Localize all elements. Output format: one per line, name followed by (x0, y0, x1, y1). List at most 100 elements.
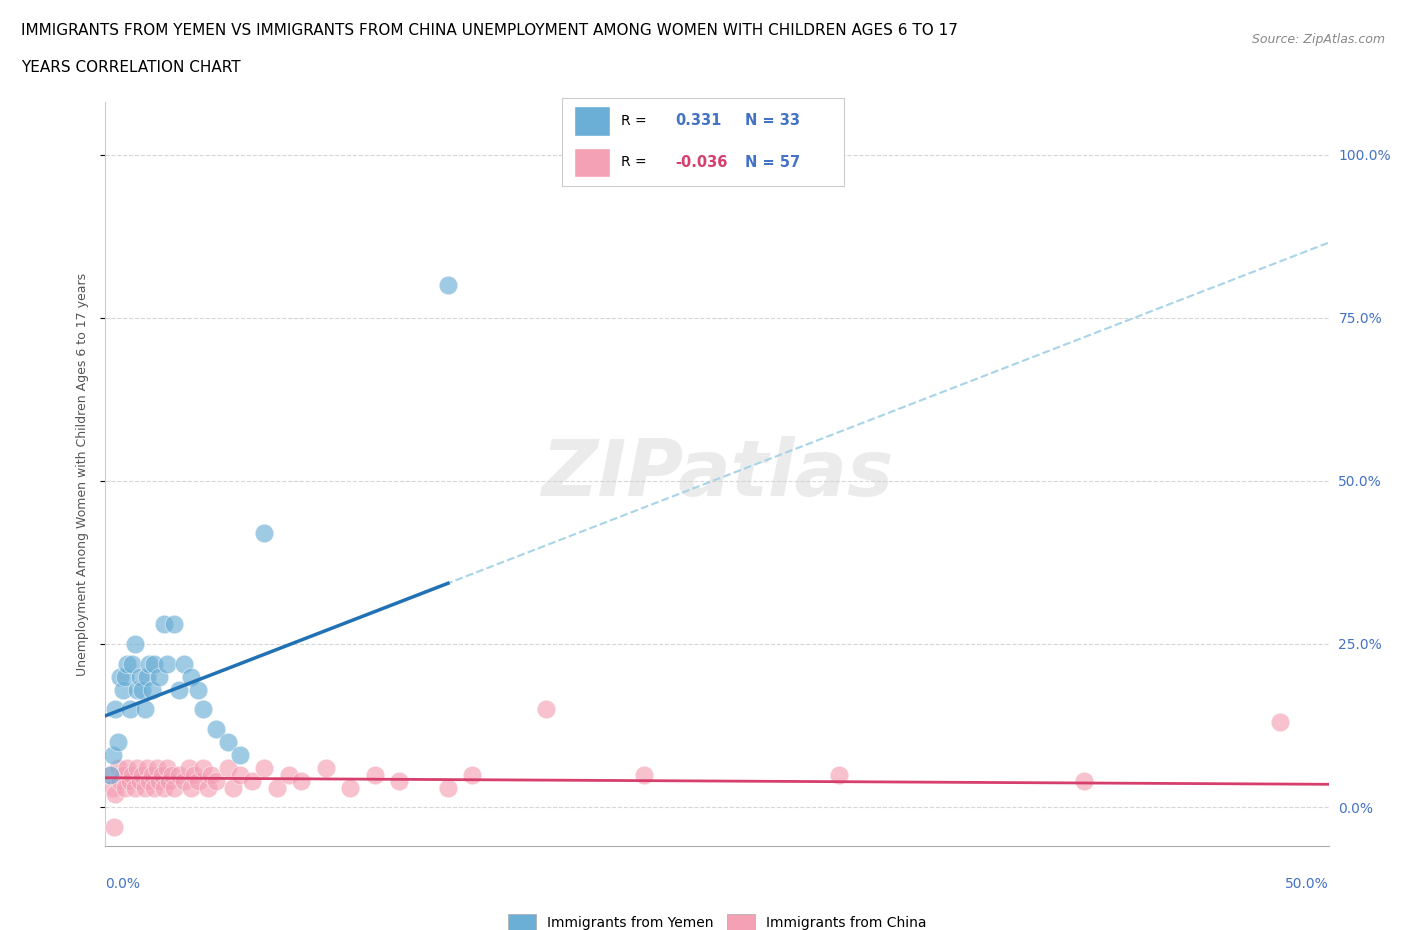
Point (98, 767, 121, 782)
Point (197, 780, 219, 795)
Point (200, 767, 222, 782)
Point (1268, 715, 1291, 730)
Text: Source: ZipAtlas.com: Source: ZipAtlas.com (1251, 33, 1385, 46)
Point (217, 735, 239, 750)
Point (229, 767, 252, 782)
Point (437, 277, 460, 292)
Point (131, 767, 153, 782)
Point (136, 761, 159, 776)
Point (163, 617, 186, 631)
Point (148, 670, 170, 684)
Point (173, 657, 195, 671)
Point (534, 702, 557, 717)
Point (193, 761, 215, 776)
Point (193, 702, 215, 717)
Point (104, 702, 127, 717)
Point (183, 767, 205, 782)
Point (111, 767, 134, 782)
Point (138, 657, 160, 671)
Point (253, 525, 276, 540)
Point (363, 767, 385, 782)
Point (124, 636, 146, 651)
FancyBboxPatch shape (574, 107, 610, 136)
Point (167, 683, 190, 698)
Point (221, 780, 243, 795)
Text: ZIPatlas: ZIPatlas (541, 436, 893, 512)
Point (315, 761, 337, 776)
Point (136, 670, 159, 684)
Point (114, 780, 136, 795)
Point (114, 670, 136, 684)
Point (121, 767, 143, 782)
Point (117, 657, 139, 671)
FancyBboxPatch shape (574, 148, 610, 177)
Point (143, 780, 166, 795)
Point (150, 767, 173, 782)
Point (339, 780, 361, 795)
Text: 0.331: 0.331 (675, 113, 721, 128)
Point (266, 780, 288, 795)
Point (253, 761, 276, 776)
Point (1073, 774, 1095, 789)
Point (180, 670, 202, 684)
Point (204, 722, 226, 737)
Point (278, 767, 301, 782)
Point (101, 780, 124, 795)
Point (128, 670, 150, 684)
Point (143, 657, 166, 671)
Point (160, 767, 183, 782)
Point (138, 774, 160, 789)
Point (141, 683, 163, 698)
Point (118, 702, 141, 717)
Text: 0.0%: 0.0% (105, 877, 141, 891)
Y-axis label: Unemployment Among Women with Children Ages 6 to 17 years: Unemployment Among Women with Children A… (76, 272, 90, 676)
Point (104, 787, 127, 802)
Point (141, 767, 163, 782)
Text: YEARS CORRELATION CHART: YEARS CORRELATION CHART (21, 60, 240, 75)
Point (290, 774, 312, 789)
Point (156, 761, 179, 776)
Point (177, 761, 200, 776)
Point (180, 780, 202, 795)
Text: N = 33: N = 33 (745, 113, 800, 128)
Point (461, 767, 484, 782)
Point (187, 774, 209, 789)
Point (111, 683, 134, 698)
Point (108, 774, 131, 789)
Point (107, 761, 129, 776)
Text: 50.0%: 50.0% (1285, 877, 1329, 891)
Point (131, 683, 153, 698)
Text: IMMIGRANTS FROM YEMEN VS IMMIGRANTS FROM CHINA UNEMPLOYMENT AMONG WOMEN WITH CHI: IMMIGRANTS FROM YEMEN VS IMMIGRANTS FROM… (21, 23, 957, 38)
Text: R =: R = (621, 113, 647, 127)
Point (153, 780, 176, 795)
Point (98, 767, 121, 782)
Point (101, 748, 124, 763)
Point (388, 774, 411, 789)
Point (157, 774, 180, 789)
Point (153, 617, 176, 631)
Point (121, 657, 143, 671)
Point (167, 767, 190, 782)
Point (146, 761, 169, 776)
Point (148, 774, 170, 789)
Point (187, 683, 209, 698)
Point (217, 761, 239, 776)
Point (173, 774, 195, 789)
Point (633, 767, 655, 782)
Point (127, 761, 149, 776)
Point (163, 780, 186, 795)
Text: -0.036: -0.036 (675, 154, 727, 169)
Point (124, 780, 146, 795)
Legend: Immigrants from Yemen, Immigrants from China: Immigrants from Yemen, Immigrants from C… (502, 908, 932, 930)
Point (204, 774, 226, 789)
Point (118, 774, 141, 789)
Point (103, 819, 125, 834)
Text: R =: R = (621, 155, 647, 169)
Point (229, 748, 252, 763)
Text: N = 57: N = 57 (745, 154, 800, 169)
Point (134, 780, 156, 795)
Point (437, 780, 460, 795)
Point (828, 767, 851, 782)
Point (128, 774, 150, 789)
Point (240, 774, 263, 789)
